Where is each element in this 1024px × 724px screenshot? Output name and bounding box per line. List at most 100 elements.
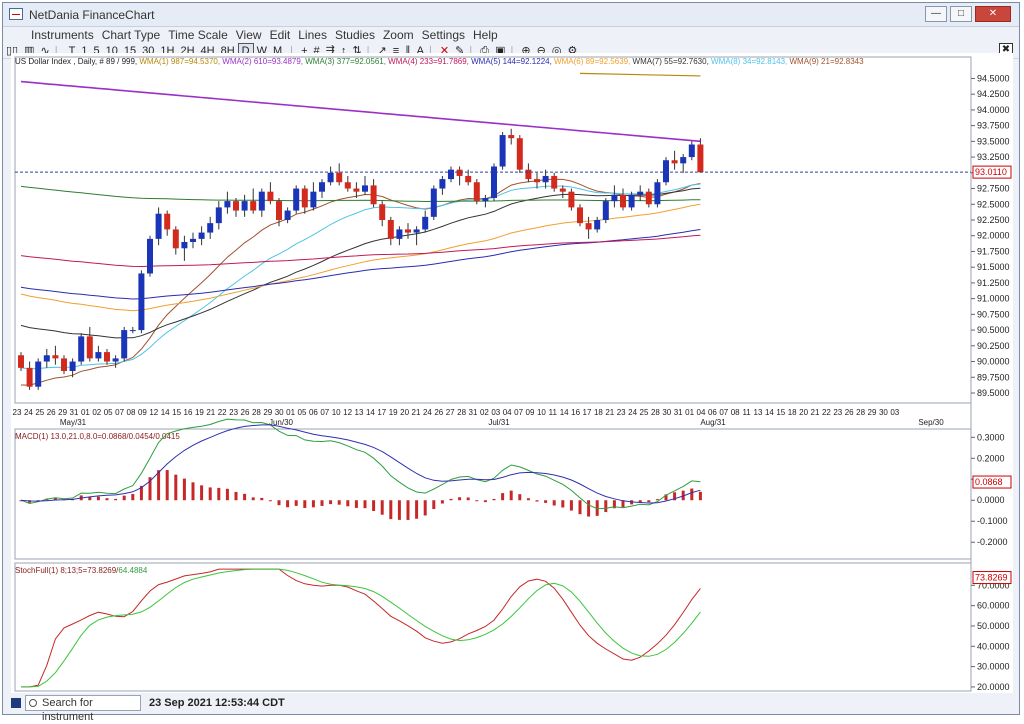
price-tick-label: 94.2500 (977, 89, 1010, 99)
macd-histogram-bar (200, 485, 204, 501)
stoch-legend-k: StochFull(1) 8;13;5=73.8269/ (15, 566, 119, 575)
candle-body (95, 352, 102, 359)
eraser-icon[interactable]: ✕ (439, 45, 450, 57)
candle-body (465, 175, 472, 183)
candle-body (697, 144, 704, 173)
stoch-current-box (972, 571, 1012, 585)
date-tick-label: 12 (343, 408, 352, 417)
stoch-tick-label: 40.0000 (977, 641, 1010, 651)
menu-studies[interactable]: Studies (334, 28, 375, 42)
date-tick-label: 05 (104, 408, 113, 417)
stoch-d-line (21, 568, 701, 688)
auto-scale-icon[interactable]: ⇅ (352, 45, 362, 57)
date-tick-label: 10 (332, 408, 341, 417)
macd-histogram-bar (509, 490, 513, 501)
macd-tick-label: -0.2000 (977, 537, 1008, 547)
macd-histogram-bar (423, 500, 427, 516)
wma-line-89 (20, 203, 701, 312)
menu-time-scale[interactable]: Time Scale (168, 28, 228, 42)
text-tool-icon[interactable]: A (416, 45, 424, 57)
settings-icon[interactable]: ⚙ (567, 45, 578, 57)
macd-histogram-bar (303, 500, 307, 508)
macd-histogram-bar (311, 500, 315, 508)
date-tick-label: 28 (457, 408, 466, 417)
macd-histogram-bar (122, 495, 126, 501)
macd-histogram-bar (363, 500, 367, 509)
candle-body (370, 185, 377, 205)
month-label: Jun/30 (269, 418, 294, 427)
candle-body (542, 175, 549, 183)
candle-body (585, 223, 592, 230)
macd-histogram-bar (432, 500, 436, 510)
macd-histogram-bar (329, 500, 333, 505)
candle-body (164, 213, 171, 230)
channel-icon[interactable]: ∥ (405, 45, 411, 57)
timescale-m[interactable]: M (272, 45, 283, 57)
instrument-search-input[interactable]: Search for instrument (25, 695, 141, 723)
trendline-icon[interactable]: ↗ (377, 45, 387, 57)
macd-tick-label: 0.0000 (977, 495, 1005, 505)
date-tick-label: 19 (195, 408, 204, 417)
fib-icon[interactable]: ≡ (392, 45, 400, 57)
candle-chart-icon[interactable]: ▥ (24, 45, 35, 57)
zoom-in-icon[interactable]: ⊕ (521, 45, 531, 57)
date-tick-label: 02 (92, 408, 101, 417)
legend-wma-1: WMA(1) 987=94.5370, (139, 57, 222, 66)
month-label: Aug/31 (700, 418, 726, 427)
menu-lines[interactable]: Lines (298, 28, 327, 42)
menu-view[interactable]: View (235, 28, 262, 42)
line-chart-icon[interactable]: ∿ (40, 45, 50, 57)
timescale-w[interactable]: W (256, 45, 267, 57)
pencil-icon[interactable]: ✎ (455, 45, 465, 57)
print-icon[interactable]: ⎙ (480, 45, 490, 57)
candle-body (491, 166, 497, 198)
macd-current-box (972, 475, 1012, 489)
macd-histogram-bar (595, 500, 599, 516)
timescale-t[interactable]: T (68, 45, 76, 57)
candle-body (602, 201, 609, 220)
macd-histogram-bar (664, 494, 668, 501)
macd-histogram-bar (174, 474, 178, 501)
candle-body (396, 229, 403, 239)
price-tick-label: 92.2500 (977, 215, 1010, 225)
macd-histogram-bar (105, 498, 109, 501)
date-tick-label: 01 (81, 408, 90, 417)
menu-settings[interactable]: Settings (421, 28, 466, 42)
menu-chart-type[interactable]: Chart Type (101, 28, 161, 42)
menu-edit[interactable]: Edit (269, 28, 291, 42)
minimize-button[interactable]: — (925, 6, 947, 22)
date-tick-label: 21 (811, 408, 820, 417)
chart-area[interactable]: 94.5000 94.2500 94.0000 93.7500 93.5000 93.25… (11, 53, 1013, 695)
macd-histogram-bar (483, 500, 487, 503)
crosshair-icon[interactable]: + (301, 45, 308, 57)
timescale-5[interactable]: 5 (93, 45, 100, 57)
timescale-1[interactable]: 1 (81, 45, 88, 57)
menu-zoom[interactable]: Zoom (382, 28, 414, 42)
finance-chart[interactable]: 94.5000 94.2500 94.0000 93.7500 93.5000 93.25… (11, 53, 1013, 695)
candle-body (258, 191, 265, 211)
print-preview-icon[interactable]: ▣ (495, 45, 506, 57)
candle-body (413, 229, 420, 233)
pan-icon[interactable]: ⇶ (325, 45, 335, 57)
close-window-button[interactable]: ✕ (975, 6, 1011, 22)
macd-legend: MACD(1) 13.0,21.0,8.0=0.0868/0.0454/0.04… (15, 432, 180, 441)
grid-icon[interactable]: # (313, 45, 320, 57)
candle-body (198, 232, 205, 239)
zoom-reset-icon[interactable]: ◎ (551, 45, 562, 57)
date-tick-label: 16 (184, 408, 193, 417)
menu-help[interactable]: Help (473, 28, 498, 42)
macd-histogram-bar (372, 500, 376, 511)
price-tick-label: 92.5000 (977, 199, 1010, 209)
zoom-out-icon[interactable]: ⊖ (536, 45, 546, 57)
zoom-fit-icon[interactable]: ↕ (340, 45, 347, 57)
candle-body (215, 207, 222, 224)
macd-histogram-bar (544, 500, 548, 503)
candle-body (18, 355, 24, 368)
date-tick-label: 05 (298, 408, 307, 417)
menu-instruments[interactable]: Instruments (31, 28, 94, 42)
stoch-k-line (21, 568, 701, 688)
maximize-button[interactable]: □ (950, 6, 972, 22)
macd-histogram-bar (526, 498, 530, 501)
date-tick-label: 20 (799, 408, 808, 417)
candle-body (52, 355, 59, 359)
